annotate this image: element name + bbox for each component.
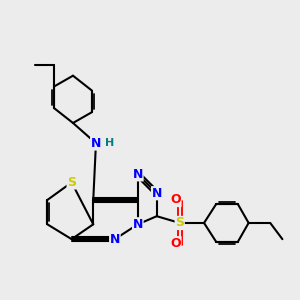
- Text: N: N: [133, 218, 143, 231]
- Text: H: H: [105, 138, 114, 148]
- Text: N: N: [152, 187, 162, 200]
- Text: O: O: [170, 237, 181, 250]
- Text: O: O: [170, 194, 181, 206]
- Text: H: H: [105, 138, 114, 148]
- Text: N: N: [91, 137, 101, 150]
- Text: S: S: [175, 217, 184, 230]
- Text: N: N: [91, 137, 101, 150]
- Text: N: N: [133, 168, 143, 181]
- Text: N: N: [110, 233, 120, 246]
- Text: S: S: [67, 176, 76, 189]
